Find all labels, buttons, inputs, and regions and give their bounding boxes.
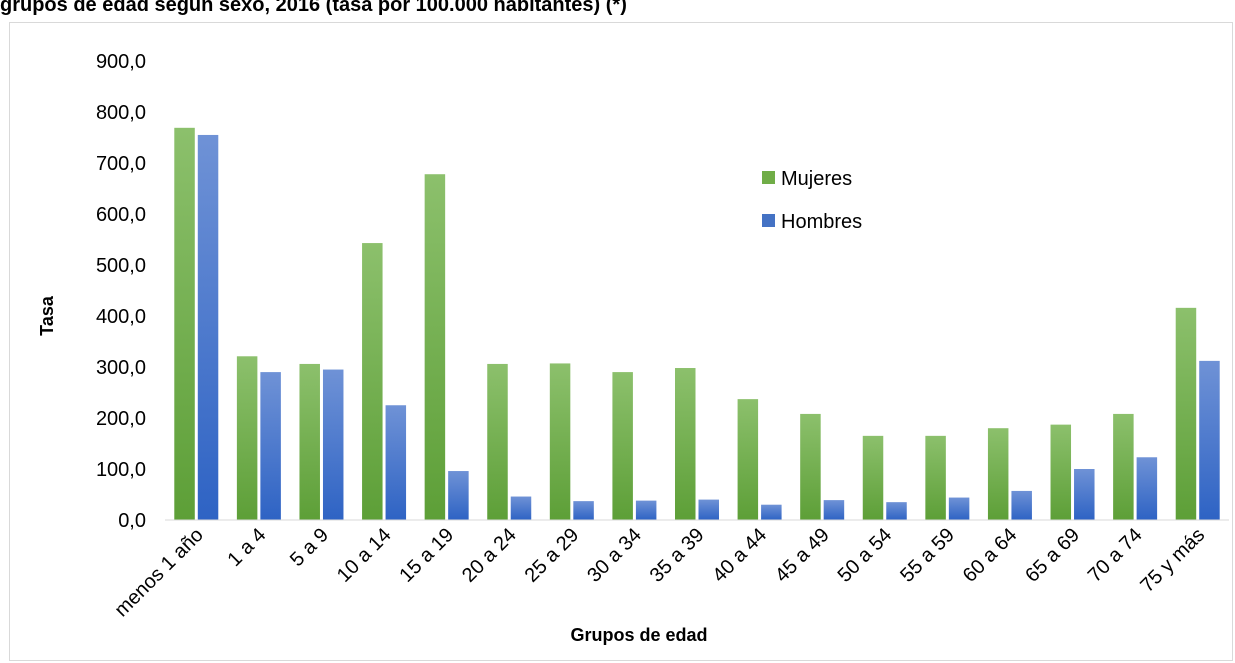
bar-mujeres <box>362 243 383 520</box>
x-axis-title: Grupos de edad <box>570 625 707 645</box>
x-tick-label: 40 a 44 <box>708 524 771 587</box>
y-tick-label: 800,0 <box>96 102 146 124</box>
y-tick-label: 500,0 <box>96 255 146 277</box>
legend-swatch-hombres <box>762 214 775 227</box>
legend: Mujeres Hombres <box>762 168 862 233</box>
chart-frame <box>9 22 1233 661</box>
y-tick-label: 100,0 <box>96 459 146 481</box>
bar-hombres <box>1074 469 1095 520</box>
bar-mujeres <box>1113 413 1134 520</box>
bar-hombres <box>948 497 970 520</box>
y-axis-title: Tasa <box>37 295 57 336</box>
bar-mujeres <box>862 435 884 520</box>
x-tick-label: 75 y más <box>1136 524 1209 597</box>
x-tick-label: 60 a 64 <box>959 524 1022 587</box>
bar-hombres <box>322 369 344 520</box>
bar-hombres <box>698 499 719 520</box>
bar-hombres <box>260 372 281 520</box>
x-tick-label: 50 a 54 <box>834 524 897 587</box>
x-tick-label: 15 a 19 <box>395 524 458 587</box>
bar-mujeres <box>987 428 1009 520</box>
bar-hombres <box>1136 457 1158 520</box>
x-tick-label: 20 a 24 <box>458 524 521 587</box>
bar-mujeres <box>925 435 946 520</box>
bar-mujeres <box>737 399 759 520</box>
bar-mujeres <box>487 363 508 520</box>
bar-hombres <box>823 500 845 520</box>
y-tick-label: 300,0 <box>96 357 146 379</box>
bar-hombres <box>510 496 532 520</box>
bar-mujeres <box>424 174 446 520</box>
x-tick-label: menos 1 año <box>111 524 208 621</box>
x-tick-label: 55 a 59 <box>896 524 959 587</box>
legend-label-mujeres: Mujeres <box>781 168 852 190</box>
x-tick-label: 1 a 4 <box>223 524 270 571</box>
x-tick-label: 70 a 74 <box>1084 524 1147 587</box>
x-tick-label: 30 a 34 <box>583 524 646 587</box>
bar-hombres <box>635 500 657 520</box>
legend-label-hombres: Hombres <box>781 211 862 233</box>
bar-hombres <box>448 471 469 520</box>
bar-hombres <box>385 405 407 520</box>
bar-mujeres <box>236 356 258 520</box>
bar-mujeres <box>800 413 821 520</box>
bar-mujeres <box>612 372 633 520</box>
bar-mujeres <box>1050 424 1072 520</box>
bar-mujeres <box>299 363 320 520</box>
x-tick-label: 45 a 49 <box>771 524 834 587</box>
y-tick-label: 400,0 <box>96 306 146 328</box>
bar-hombres <box>1011 490 1032 520</box>
bar-mujeres <box>1175 307 1197 520</box>
x-tick-label: 35 a 39 <box>646 524 709 587</box>
x-axis-ticks: menos 1 año 1 a 4 5 a 9 10 a 14 15 a 19 20 a … <box>111 524 1210 621</box>
y-tick-label: 600,0 <box>96 204 146 226</box>
y-tick-label: 200,0 <box>96 408 146 430</box>
bar-mujeres <box>549 363 571 520</box>
x-tick-label: 5 a 9 <box>286 524 333 571</box>
bar-mujeres <box>675 368 696 520</box>
x-tick-label: 25 a 29 <box>521 524 584 587</box>
bar-hombres <box>573 501 594 520</box>
x-tick-label: 10 a 14 <box>333 524 396 587</box>
bars <box>174 127 1220 520</box>
legend-swatch-mujeres <box>762 171 775 184</box>
y-axis-ticks: 0,0 100,0 200,0 300,0 400,0 500,0 600,0 700,0 80… <box>96 51 146 532</box>
y-tick-label: 900,0 <box>96 51 146 73</box>
y-tick-label: 0,0 <box>118 510 146 532</box>
bar-mujeres <box>174 127 195 520</box>
bar-hombres <box>1199 360 1220 520</box>
bar-hombres <box>761 504 782 520</box>
bar-hombres <box>197 134 219 520</box>
chart-title: grupos de edad según sexo, 2016 (tasa po… <box>0 0 627 16</box>
x-tick-label: 65 a 69 <box>1021 524 1084 587</box>
y-tick-label: 700,0 <box>96 153 146 175</box>
bar-hombres <box>886 502 907 520</box>
